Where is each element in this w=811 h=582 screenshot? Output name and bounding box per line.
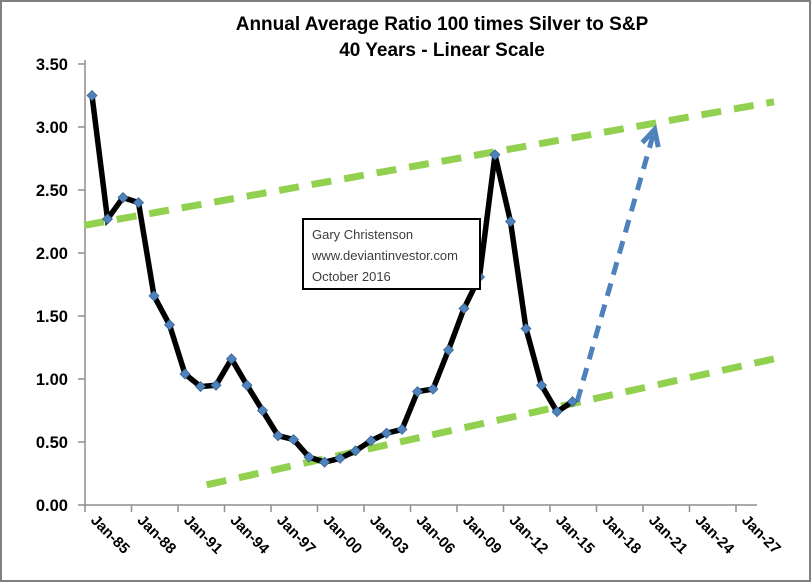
data-point-marker [458,302,470,314]
data-point-marker [210,379,222,391]
x-tick-label: Jan-15 [552,512,598,558]
x-tick-label: Jan-24 [692,512,738,558]
x-tick-label: Jan-91 [180,512,226,558]
data-point-marker [566,396,579,408]
x-tick-label: Jan-85 [87,512,133,558]
data-point-marker [287,433,300,446]
y-tick-label: 2.50 [36,182,68,200]
x-tick-label: Jan-97 [273,512,319,558]
data-point-marker [225,353,238,365]
y-tick-label: 0.00 [36,497,68,515]
lower-trendline [205,355,775,489]
x-tick-label: Jan-18 [599,512,645,558]
data-point-marker [194,381,207,393]
projection-arrow-head [640,124,661,148]
data-point-marker [101,213,114,225]
y-tick-label: 1.00 [36,371,68,389]
x-tick-label: Jan-21 [645,512,691,558]
x-tick-label: Jan-06 [413,512,459,558]
data-point-marker [86,89,98,102]
data-point-marker [380,427,393,439]
data-point-marker [365,435,377,447]
chart-subtitle: 40 Years - Linear Scale [339,40,545,61]
data-point-marker [132,197,145,209]
chart-title-block: Annual Average Ratio 100 times Silver to… [92,12,792,64]
x-tick-label: Jan-03 [366,512,412,558]
annotation-date: October 2016 [312,269,391,284]
data-point-marker [396,423,408,435]
x-tick-label: Jan-12 [506,512,552,558]
data-point-marker [179,368,191,380]
data-point-marker [349,445,362,457]
annotation-box: Gary Christenson www.deviantinvestor.com… [302,218,481,290]
annotation-website: www.deviantinvestor.com [312,248,458,263]
data-point-marker [117,192,129,204]
data-point-marker [303,451,315,463]
data-point-marker [427,383,439,395]
x-tick-label: Jan-88 [134,512,180,558]
x-tick-label: Jan-94 [227,512,273,558]
y-tick-label: 2.00 [36,245,68,263]
x-tick-label: Jan-27 [738,512,784,558]
y-tick-label: 3.00 [36,119,68,137]
projection-arrow-shaft [574,128,658,403]
data-point-marker [520,323,532,335]
data-point-marker [272,430,284,442]
upper-trendline [83,98,775,229]
data-point-marker [411,386,424,398]
data-point-marker [148,290,160,302]
data-point-marker [256,404,269,417]
data-point-marker [318,456,331,468]
x-tick-label: Jan-09 [459,512,505,558]
data-point-marker [551,406,563,418]
data-point-marker [442,344,455,356]
y-tick-label: 3.50 [36,56,68,74]
chart-title: Annual Average Ratio 100 times Silver to… [235,14,649,35]
data-point-marker [334,452,346,464]
data-point-marker [489,149,501,161]
data-point-marker [241,379,253,391]
data-point-marker [504,215,517,228]
x-tick-label: Jan-00 [320,512,366,558]
data-point-marker [535,379,548,391]
data-point-marker [163,319,176,331]
annotation-author: Gary Christenson [312,227,414,242]
y-tick-label: 1.50 [36,308,68,326]
series-line [89,95,574,466]
y-tick-label: 0.50 [36,434,68,452]
